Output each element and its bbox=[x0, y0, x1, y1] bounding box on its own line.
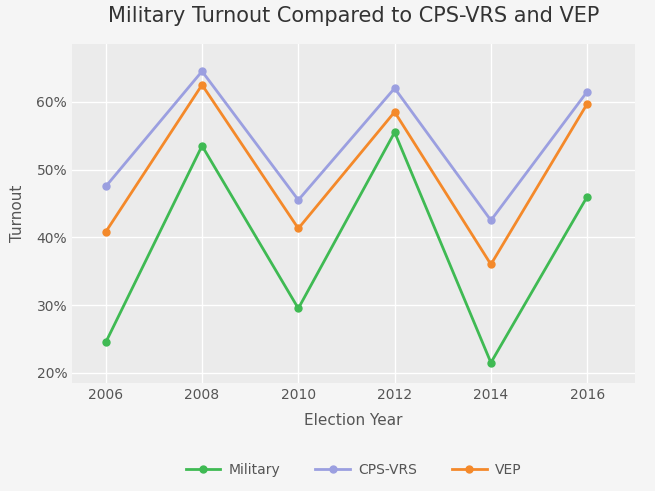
VEP bbox=[198, 82, 206, 88]
Line: Military: Military bbox=[102, 129, 591, 366]
Military bbox=[390, 129, 398, 135]
Military bbox=[198, 143, 206, 149]
VEP bbox=[390, 109, 398, 115]
VEP bbox=[294, 225, 302, 231]
Line: CPS-VRS: CPS-VRS bbox=[102, 68, 591, 224]
VEP bbox=[487, 261, 495, 267]
CPS-VRS bbox=[102, 184, 109, 190]
Military bbox=[487, 360, 495, 366]
CPS-VRS bbox=[198, 68, 206, 74]
Title: Military Turnout Compared to CPS-VRS and VEP: Military Turnout Compared to CPS-VRS and… bbox=[108, 6, 599, 26]
X-axis label: Election Year: Election Year bbox=[305, 413, 403, 428]
Y-axis label: Turnout: Turnout bbox=[10, 185, 26, 242]
CPS-VRS bbox=[294, 197, 302, 203]
Military bbox=[294, 305, 302, 311]
Military bbox=[102, 339, 109, 345]
CPS-VRS bbox=[487, 218, 495, 223]
VEP bbox=[583, 101, 591, 107]
CPS-VRS bbox=[583, 89, 591, 95]
CPS-VRS bbox=[390, 85, 398, 91]
VEP bbox=[102, 229, 109, 235]
Legend: Military, CPS-VRS, VEP: Military, CPS-VRS, VEP bbox=[180, 458, 527, 483]
Military bbox=[583, 194, 591, 200]
Line: VEP: VEP bbox=[102, 82, 591, 268]
